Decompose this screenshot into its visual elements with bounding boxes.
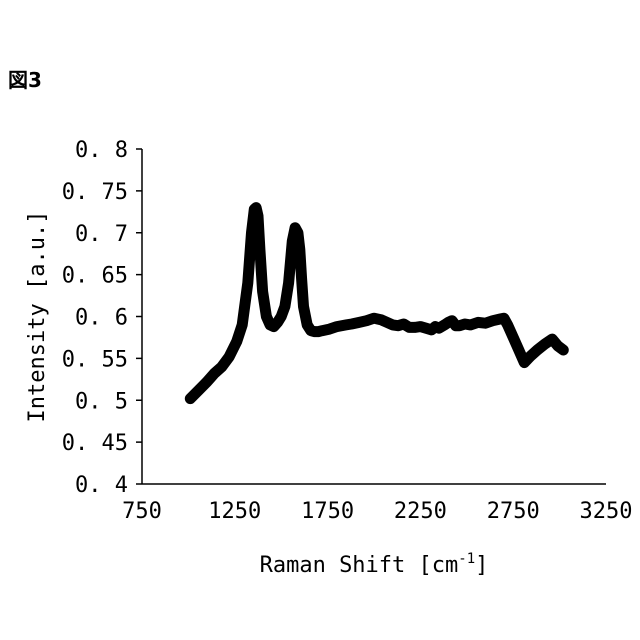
- y-tick-label: 0. 65: [62, 264, 128, 289]
- y-axis-ticks: 0. 4 0. 45 0. 5 0. 55 0. 6 0. 65 0. 7 0. 75 0. 8: [62, 138, 142, 498]
- x-tick-label: 1750: [301, 499, 354, 524]
- x-axis-title-sup: -1: [458, 551, 475, 567]
- y-tick-label: 0. 7: [75, 222, 128, 247]
- spectrum-line: [184, 202, 569, 405]
- x-tick-label: 3250: [580, 499, 633, 524]
- y-tick-label: 0. 75: [62, 180, 128, 205]
- y-tick-label: 0. 4: [75, 473, 128, 498]
- x-axis-title-main: Raman Shift [cm: [260, 553, 459, 578]
- x-tick-label: 2750: [487, 499, 540, 524]
- x-axis-title: Raman Shift [cm-1]: [260, 551, 489, 578]
- x-axis-ticks: 750 1250 1750 2250 2750 3250: [122, 499, 632, 524]
- x-tick-label: 1250: [208, 499, 261, 524]
- y-axis-title: Intensity [a.u.]: [25, 211, 50, 423]
- x-tick-label: 750: [122, 499, 162, 524]
- y-tick-label: 0. 6: [75, 306, 128, 331]
- y-tick-label: 0. 45: [62, 431, 128, 456]
- series-group: [184, 202, 569, 405]
- x-axis-title-end: ]: [475, 553, 488, 578]
- figure-label: 図3: [8, 68, 42, 92]
- y-tick-label: 0. 5: [75, 389, 128, 414]
- y-tick-label: 0. 8: [75, 138, 128, 163]
- y-tick-label: 0. 55: [62, 347, 128, 372]
- x-tick-label: 2250: [394, 499, 447, 524]
